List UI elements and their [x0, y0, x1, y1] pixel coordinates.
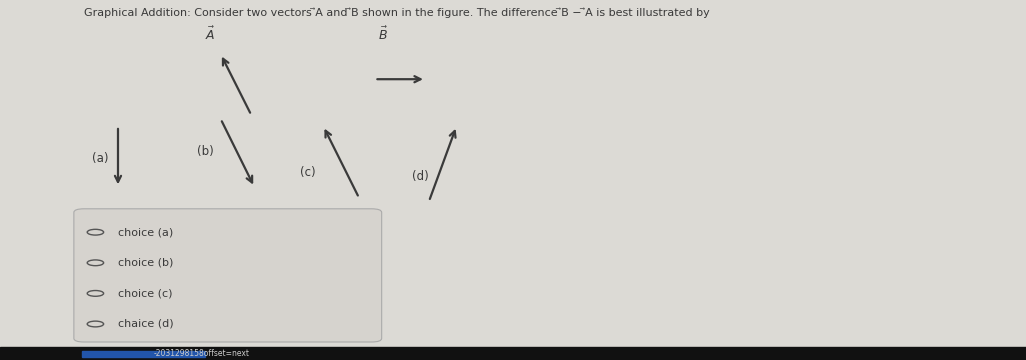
- Text: chaice (d): chaice (d): [118, 319, 173, 329]
- Text: (b): (b): [197, 145, 213, 158]
- Text: (d): (d): [412, 170, 429, 183]
- Text: choice (c): choice (c): [118, 288, 172, 298]
- Text: -2031298158offset=next: -2031298158offset=next: [154, 349, 250, 358]
- Text: (a): (a): [92, 152, 109, 165]
- Bar: [82, 351, 205, 357]
- Bar: [0, 347, 1026, 360]
- Text: $\vec{B}$: $\vec{B}$: [378, 26, 388, 43]
- Text: choice (b): choice (b): [118, 258, 173, 268]
- Text: $\vec{A}$: $\vec{A}$: [205, 26, 215, 43]
- Text: (c): (c): [300, 166, 316, 179]
- FancyBboxPatch shape: [74, 209, 382, 342]
- Text: Graphical Addition: Consider two vectors ⃗A and ⃗B shown in the figure. The diff: Graphical Addition: Consider two vectors…: [84, 8, 710, 18]
- Text: choice (a): choice (a): [118, 227, 173, 237]
